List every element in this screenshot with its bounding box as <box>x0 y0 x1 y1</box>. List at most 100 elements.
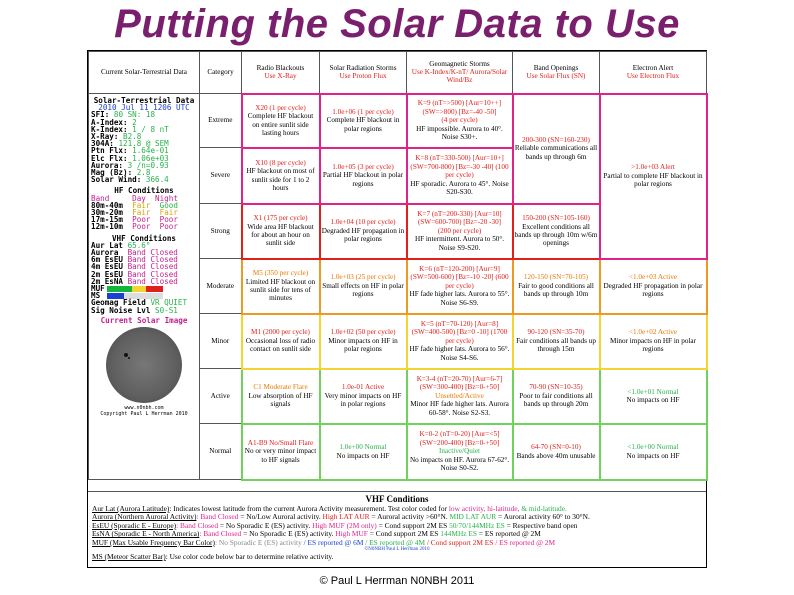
muf-bar: MUF <box>91 285 197 292</box>
vhf-line-muf: MUF (Max Usable Frequency Bar Color): No… <box>92 537 556 547</box>
radio-strong: X1 (175 per cycle) Wide area HF blackout … <box>240 202 321 260</box>
vhf-line-aurora: Aurora (Northern Auroral Activity): Band… <box>92 512 590 522</box>
panel-line: A-Index: 2 <box>91 117 137 127</box>
panel-line: 304A: 121.8 @ SEM <box>91 139 169 149</box>
header-electron: Electron Alert Use Electron Flux <box>599 51 707 94</box>
solar-table: Current Solar-Terrestrial Data Category … <box>88 51 708 481</box>
electron-4: <1.0e+00 Normal No impacts on HF <box>598 422 708 481</box>
band-5: 64-70 (SN=0-10) Bands above 40m unusable <box>511 422 601 481</box>
geomag-minor: K=5 (nT=70-120) [Aur=8] (SW=400-500) [Bz… <box>405 312 514 370</box>
solar-terrestrial-panel: Solar-Terrestrial Data 2010 Jul 11 1206 … <box>88 93 200 480</box>
panel-line: Aurora: 3 /n=0.93 <box>91 160 169 170</box>
panel-line: SFI: 80 SN: 18 <box>91 110 156 120</box>
electron-2: <1.0e+02 Active Minor impacts on HF in po… <box>598 312 708 370</box>
muf-meter <box>106 286 163 293</box>
band-1: 150-200 (SN=105-160) Excellent conditions… <box>511 202 601 260</box>
header-row: Current Solar-Terrestrial Data Category … <box>88 51 707 94</box>
radiation-moderate: 1.0e+03 (25 per cycle) Small effects on H… <box>318 257 408 315</box>
hf-row: 12m-10m Poor Poor <box>91 222 178 232</box>
solar-data-chart: Current Solar-Terrestrial Data Category … <box>87 50 708 568</box>
vhf-line-aurlat: Aur Lat (Aurora Latitude): Indicates low… <box>92 504 567 513</box>
radio-minor: M1 (2000 per cycle) Occasional loss of ra… <box>240 312 321 370</box>
vhf-row: 2m EsNA Band Closed <box>91 276 178 286</box>
geomag-sub: Use K-Index/K-nT/ Aurora/Solar Wind/Bz <box>411 68 508 85</box>
row-extreme: Solar-Terrestrial Data 2010 Jul 11 1206 … <box>88 92 708 480</box>
vhf-row: 4m EsEU Band Closed <box>91 262 178 272</box>
panel-line: K-Index: 1 / 8 nT <box>91 124 169 134</box>
panel-line: X-Ray: B2.8 <box>91 132 142 142</box>
category-active: Active <box>199 368 242 424</box>
panel-line: Elc Flx: 1.06e+03 <box>91 153 169 163</box>
header-current: Current Solar-Terrestrial Data <box>88 51 200 94</box>
electron-0: >1.0e+03 Alert Partial to complete HF bla… <box>598 92 708 260</box>
vhf-row: Aurora Band Closed <box>91 248 178 258</box>
vhf-line-ms: MS (Meteor Scatter Bar): Use color code … <box>92 552 334 562</box>
geomag-severe: K=8 (nT=330-500) [Aur=10+] (SW=700-800) … <box>405 146 514 205</box>
electron-sub: Use Electron Flux <box>626 72 680 81</box>
panel-title: Solar-Terrestrial Data <box>93 96 195 105</box>
radiation-strong: 1.0e+04 (10 per cycle) Degraded HF propag… <box>318 202 408 260</box>
category-minor: Minor <box>199 313 242 369</box>
sunspot <box>128 357 130 360</box>
band-title: Band Openings <box>533 63 579 72</box>
category-moderate: Moderate <box>199 258 242 314</box>
band-4: 70-90 (SN=10-35) Poor to fair conditions … <box>511 367 601 425</box>
vhf-line-esna: EsNA (Sporadic E - North America): Band … <box>92 529 541 539</box>
header-radio: Radio Blackouts Use X-Ray <box>241 51 320 94</box>
radiation-minor: 1.0e+02 (50 per cycle) Minor impacts on H… <box>318 312 408 370</box>
header-geomag: Geomagnetic Storms Use K-Index/K-nT/ Auro… <box>406 51 513 94</box>
vhf-title: VHF Conditions <box>365 494 429 504</box>
category-extreme: Extreme <box>199 93 242 148</box>
page-title: Putting the Solar Data to Use <box>114 2 680 46</box>
radiation-title: Solar Radiation Storms <box>329 63 397 72</box>
radio-title: Radio Blackouts <box>256 63 305 72</box>
sunspot <box>124 353 128 358</box>
header-category: Category <box>199 51 242 94</box>
panel-line: Ptn Flx: 1.64e-01 <box>91 146 169 156</box>
radio-extreme: X20 (1 per cycle) Complete HF blackout on… <box>240 92 321 149</box>
panel-site: www.n0nbh.com <box>124 405 164 412</box>
sig-noise: Sig Noise Lvl S0-S1 <box>91 305 178 315</box>
solar-image-title: Current Solar Image <box>100 315 188 325</box>
hf-row: 80m-40m Fair Good <box>91 200 178 210</box>
panel-date: 2010 Jul 11 1206 UTC <box>98 103 190 113</box>
band-sub: Use Solar Flux (SN) <box>526 72 586 81</box>
hf-title: HF Conditions <box>114 186 174 196</box>
category-strong: Strong <box>199 203 242 259</box>
radio-sub: Use X-Ray <box>264 72 297 81</box>
geomag-normal: K=0-2 (nT=0-20) [Aur=<5] (SW=200-400) [B… <box>405 422 514 481</box>
electron-3: <1.0e+01 Normal No impacts on HF <box>598 367 708 425</box>
geomag-active: K=3-4 (nT=20-70) [Aur=6-7] (SW=300-400) … <box>405 367 514 425</box>
panel-copyright: Copyright Paul L Herrman 2010 <box>100 411 188 418</box>
category-severe: Severe <box>199 147 242 204</box>
radio-active: C1 Moderate Flare Low absorption of HF si… <box>240 367 321 425</box>
geomag-field: Geomag Field VR QUIET <box>91 298 188 308</box>
geomag-strong: K=7 (nT=200-330) [Aur=10] (SW=600-700) [… <box>405 202 514 260</box>
radiation-active: 1.0e-01 Active Very minor impacts on HF i… <box>318 367 408 425</box>
row-minor: Minor M1 (2000 per cycle) Occasional loss… <box>89 312 708 370</box>
row-normal: Normal A1-B9 No/Small Flare No or very mi… <box>89 422 708 481</box>
panel-line: Solar Wind: 366.4 <box>91 175 169 185</box>
vhf-row: Aur Lat 65.6° <box>91 240 151 250</box>
radiation-normal: 1.0e+00 Normal No impacts on HF <box>318 422 408 481</box>
row-severe: Severe X10 (8 per cycle) HF blackout on m… <box>89 146 707 205</box>
vhf-row: 2m EsEU Band Closed <box>91 269 178 279</box>
electron-title: Electron Alert <box>632 63 674 72</box>
category-normal: Normal <box>199 423 242 480</box>
vhf-credit: ©N0NBH Paul L Herrman 2010 <box>364 547 430 553</box>
vhf-panel-title: VHF Conditions <box>111 233 176 243</box>
panel-line: Mag (Bz): 2.8 <box>91 168 151 178</box>
radio-severe: X10 (8 per cycle) HF blackout on most of … <box>240 146 321 205</box>
solar-image <box>106 327 182 404</box>
geomag-extreme: K=9 (nT=>500) [Aur=10++] (SW=>800) [Bz=-… <box>405 92 514 149</box>
vhf-line-eseu: EsEU (Sporadic E - Europe): Band Closed … <box>92 520 578 530</box>
hf-row: 30m-20m Fair Fair <box>91 208 178 218</box>
row-moderate: Moderate M5 (350 per cycle) Limited HF bl… <box>89 257 708 315</box>
radio-moderate: M5 (350 per cycle) Limited HF blackout on… <box>240 257 321 315</box>
band-0: 200-300 (SN=160-230) Reliable communicati… <box>511 92 601 205</box>
header-band: Band Openings Use Solar Flux (SN) <box>512 51 600 94</box>
radiation-sub: Use Proton Flux <box>339 72 387 81</box>
electron-1: <1.0e+03 Active Degraded HF propagation i… <box>598 257 708 315</box>
radiation-severe: 1.0e+05 (3 per cycle) Partial HF blackout… <box>318 146 408 205</box>
geomag-title: Geomagnetic Storms <box>429 59 490 68</box>
